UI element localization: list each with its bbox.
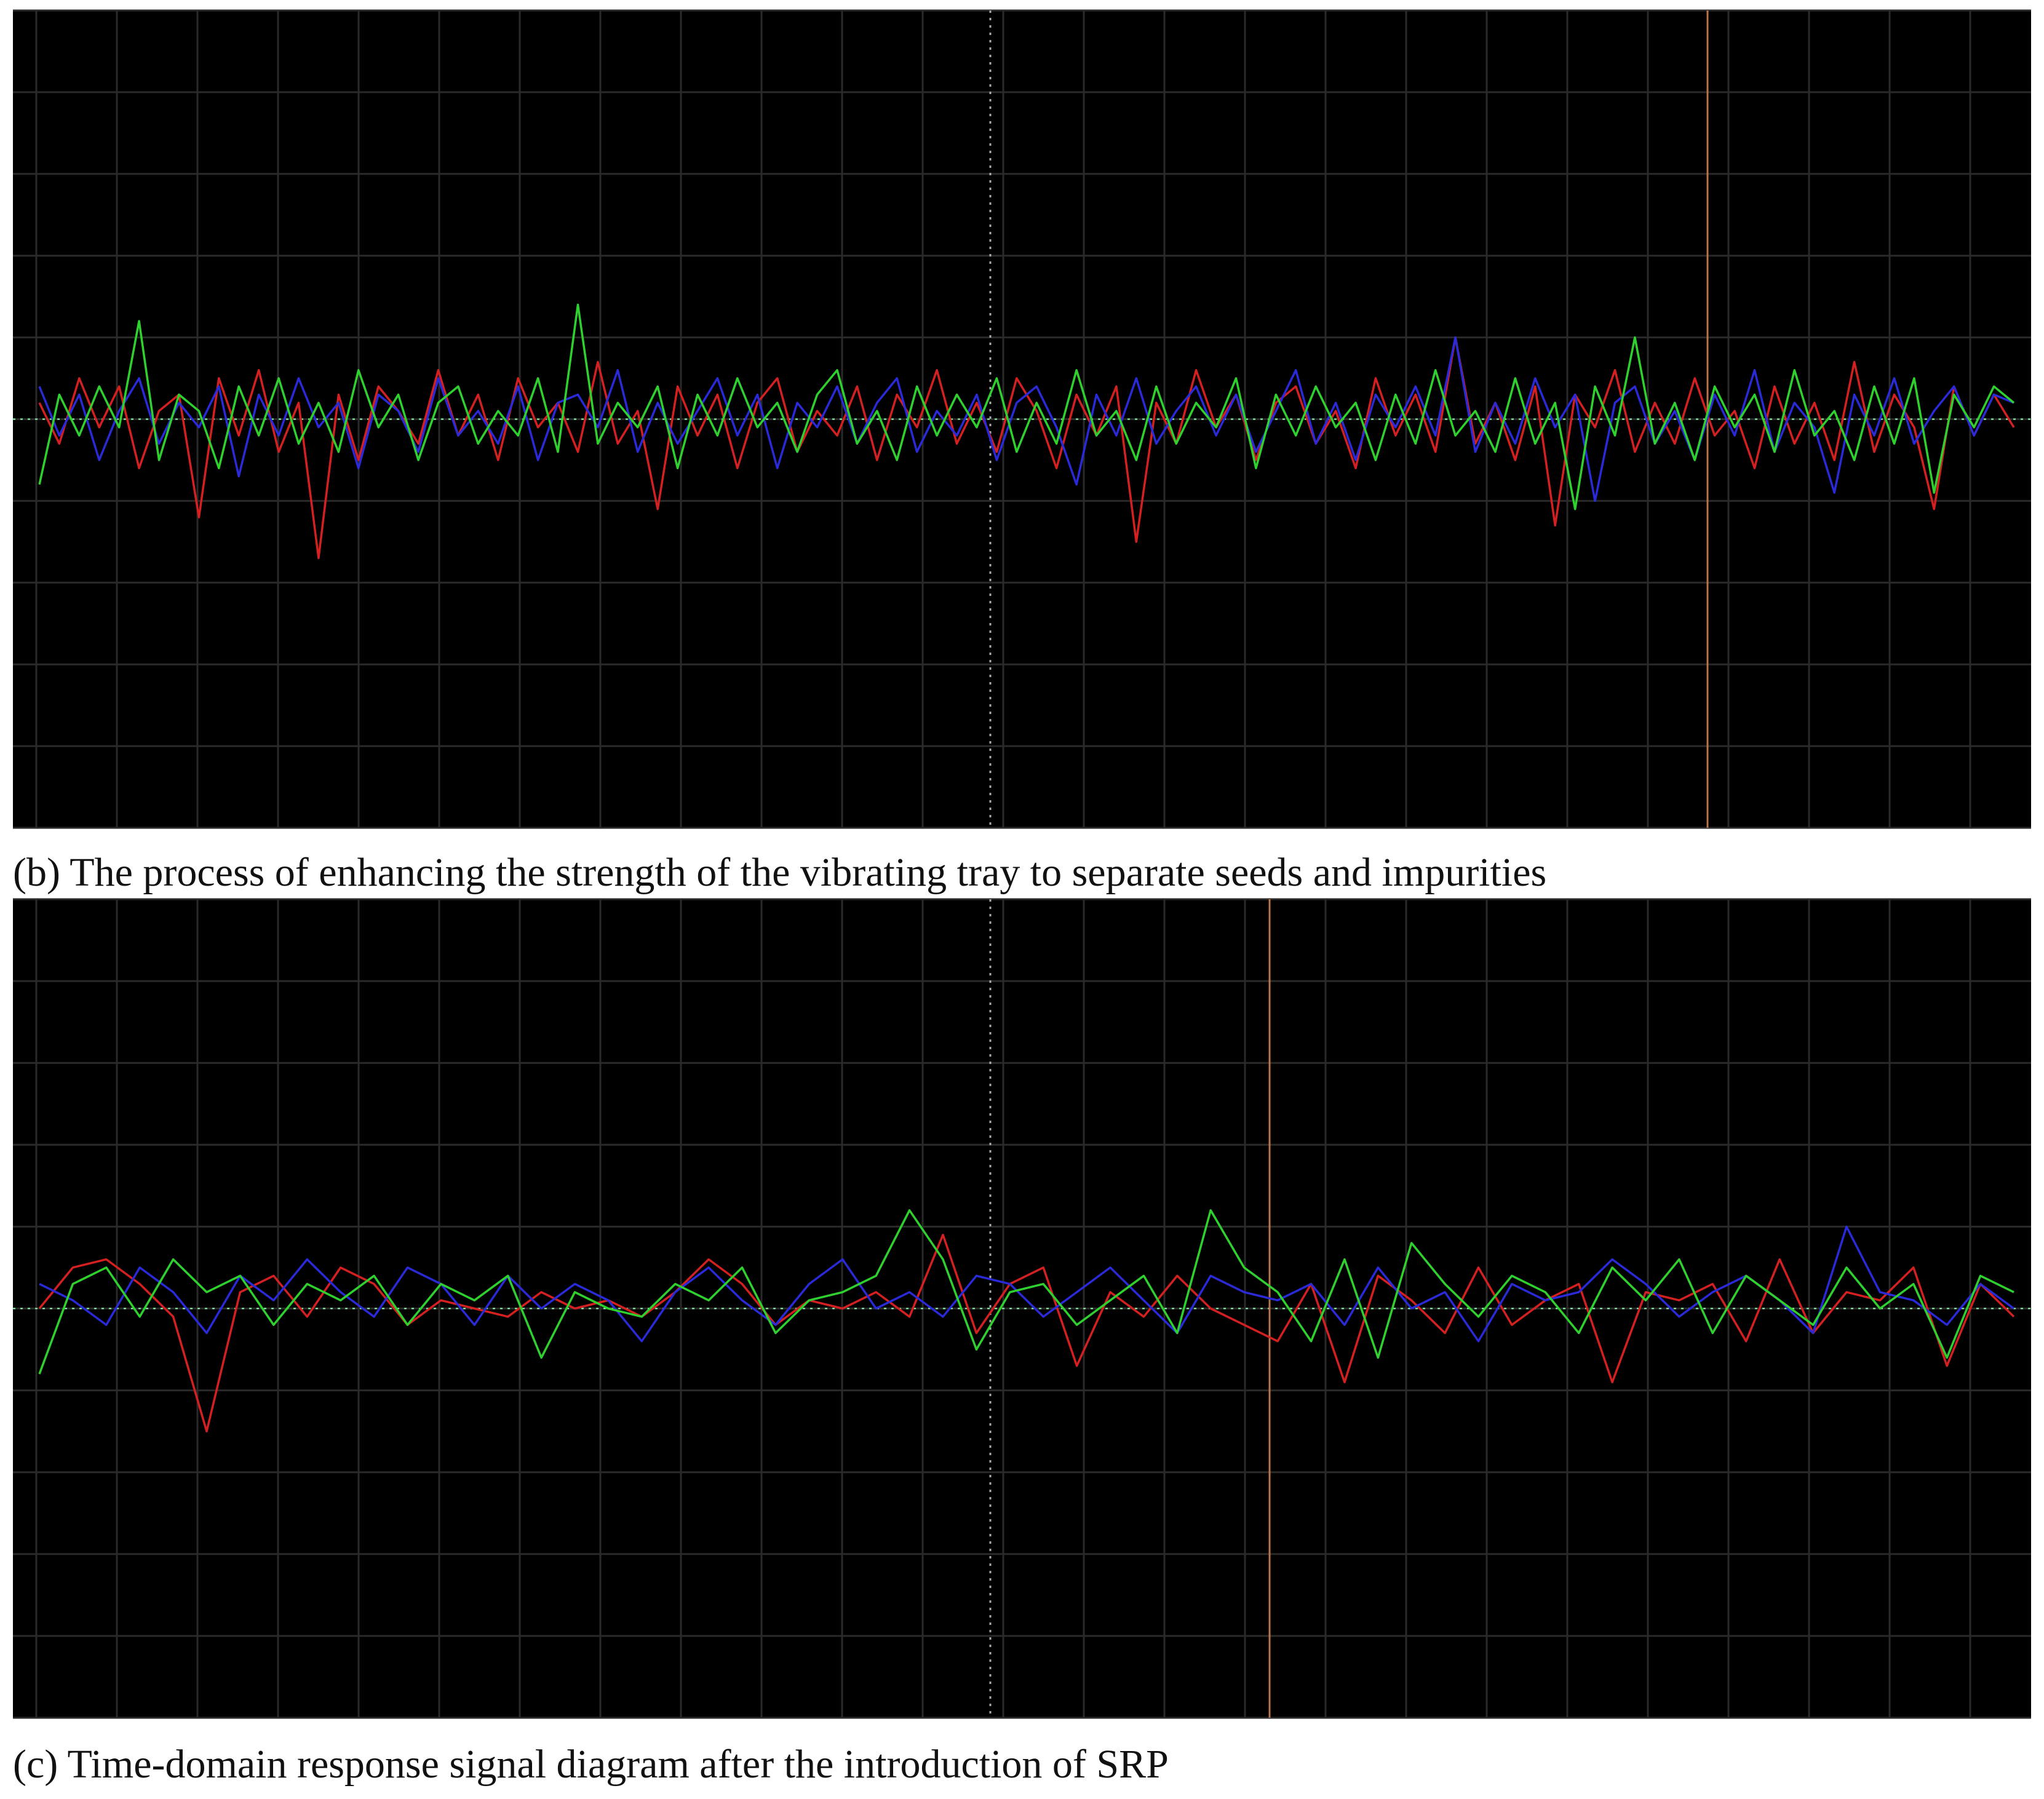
- signal-line: [39, 1225, 2015, 1343]
- signal-line: [38, 336, 2014, 502]
- caption: (c) Time-domain response signal diagram …: [13, 1742, 1169, 1787]
- signal-line: [38, 1233, 2015, 1432]
- caption: (b) The process of enhancing the strengt…: [13, 850, 1546, 895]
- signal-line: [38, 1209, 2014, 1375]
- signal-line: [38, 303, 2015, 510]
